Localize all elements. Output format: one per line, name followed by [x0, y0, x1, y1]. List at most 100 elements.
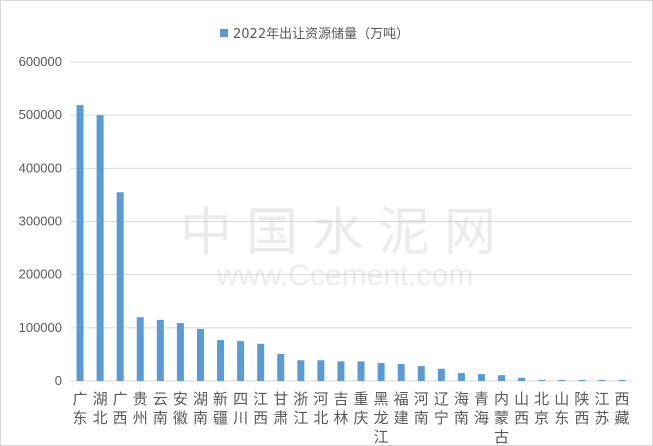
x-category-label: 甘: [273, 390, 288, 408]
x-category-label: 吉: [333, 390, 348, 408]
x-category-label: 南: [454, 409, 469, 427]
bar-陕西: [578, 379, 586, 381]
x-category-label: 北: [534, 390, 549, 408]
x-category-label: 河: [313, 390, 328, 408]
x-category-label: 辽: [434, 390, 449, 408]
x-category-label: 江: [293, 409, 308, 427]
bar-四川: [237, 341, 245, 381]
x-category-label: 内: [494, 390, 509, 408]
x-category-label: 黑: [374, 390, 389, 408]
x-category-label: 南: [153, 409, 168, 427]
x-category-label: 西: [574, 409, 589, 427]
x-category-label: 藏: [614, 409, 629, 427]
y-tick-label: 300000: [19, 214, 62, 229]
watermark-url: www.Ccement.com: [216, 259, 474, 292]
bar-黑龙江: [377, 362, 385, 381]
x-category-label: 南: [193, 409, 208, 427]
x-category-label: 徽: [173, 409, 188, 427]
bar-吉林: [337, 361, 345, 381]
x-category-label: 东: [73, 409, 88, 427]
x-category-label: 江: [594, 390, 609, 408]
y-tick-label: 600000: [19, 54, 62, 69]
x-category-label: 湖: [193, 390, 208, 408]
x-category-label: 广: [73, 390, 88, 408]
legend: 2022年出让资源储量（万吨）: [220, 27, 409, 42]
x-category-label: 陕: [574, 390, 589, 408]
bar-湖北: [96, 115, 104, 382]
bar-广西: [116, 192, 124, 381]
bar-青海: [477, 374, 485, 381]
x-category-label: 肃: [273, 409, 288, 427]
bar-辽宁: [437, 368, 445, 381]
watermark-cn: 中国水泥网: [180, 203, 510, 263]
bar-浙江: [297, 360, 305, 381]
x-category-label: 山: [554, 390, 569, 408]
bar-江西: [257, 343, 265, 381]
legend-swatch: [220, 29, 228, 37]
y-tick-label: 200000: [19, 267, 62, 282]
x-category-label: 蒙: [494, 409, 509, 427]
x-category-label: 庆: [354, 409, 369, 427]
x-category-label: 青: [474, 390, 489, 408]
x-category-label: 西: [614, 390, 629, 408]
y-tick-label: 500000: [19, 107, 62, 122]
x-category-label: 湖: [93, 390, 108, 408]
x-category-label: 疆: [213, 409, 228, 427]
x-category-label: 山: [514, 390, 529, 408]
x-category-label: 云: [153, 390, 168, 408]
x-category-label: 江: [253, 390, 268, 408]
x-category-label: 州: [133, 409, 148, 427]
x-category-label: 古: [494, 428, 509, 446]
x-category-label: 北: [93, 409, 108, 427]
x-category-label: 京: [534, 409, 549, 427]
bar-甘肃: [277, 353, 285, 381]
y-tick-label: 0: [55, 373, 62, 388]
bar-重庆: [357, 361, 365, 381]
y-tick-label: 100000: [19, 320, 62, 335]
bar-山西: [518, 377, 526, 381]
x-category-label: 宁: [434, 409, 449, 427]
watermark: 中国水泥网 www.Ccement.com: [180, 203, 510, 292]
bar-河北: [317, 360, 325, 381]
x-category-label: 福: [394, 390, 409, 408]
x-category-label: 贵: [133, 390, 148, 408]
bar-北京: [538, 379, 546, 381]
x-category-label: 北: [313, 409, 328, 427]
bar-新疆: [217, 340, 225, 381]
bar-内蒙古: [498, 375, 506, 381]
bar-湖南: [196, 328, 204, 381]
x-category-label: 林: [333, 409, 348, 427]
x-category-label: 龙: [374, 409, 389, 427]
bar-河南: [417, 366, 425, 381]
bar-贵州: [136, 317, 144, 381]
x-category-label: 西: [514, 409, 529, 427]
x-category-label: 浙: [293, 390, 308, 408]
x-category-label: 西: [113, 409, 128, 427]
x-category-label: 东: [554, 409, 569, 427]
x-category-label: 建: [394, 409, 409, 427]
x-category-label: 新: [213, 390, 228, 408]
y-tick-label: 400000: [19, 160, 62, 175]
x-category-label: 四: [233, 390, 248, 408]
bar-西藏: [618, 379, 626, 381]
bar-江苏: [598, 379, 606, 381]
legend-label: 2022年出让资源储量（万吨）: [233, 27, 409, 42]
bar-海南: [457, 373, 465, 381]
x-category-label: 南: [414, 409, 429, 427]
x-category-label: 苏: [594, 409, 609, 427]
x-category-label: 广: [113, 390, 128, 408]
x-category-label: 海: [474, 409, 489, 427]
bar-云南: [156, 319, 164, 381]
x-category-label: 川: [233, 409, 248, 427]
x-category-label: 重: [354, 390, 369, 408]
bar-山东: [558, 379, 566, 381]
bar-安徽: [176, 323, 184, 381]
x-category-label: 河: [414, 390, 429, 408]
x-category-label: 西: [253, 409, 268, 427]
bar-福建: [397, 363, 405, 381]
x-category-label: 安: [173, 390, 188, 408]
bar-广东: [76, 105, 84, 381]
x-category-label: 江: [374, 428, 389, 446]
x-category-label: 海: [454, 390, 469, 408]
